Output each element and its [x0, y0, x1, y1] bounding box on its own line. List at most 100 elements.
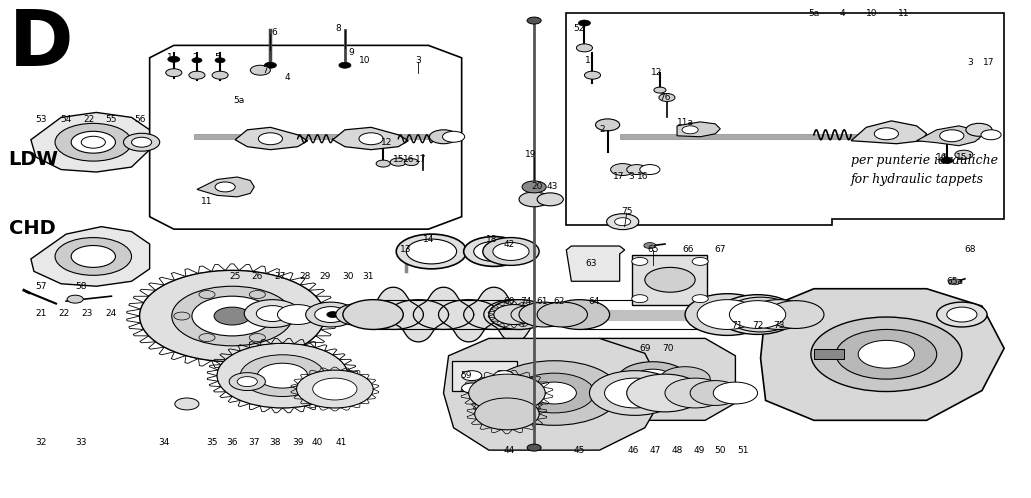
Polygon shape [484, 300, 544, 342]
Circle shape [55, 238, 132, 275]
Circle shape [390, 158, 406, 166]
Polygon shape [852, 121, 927, 144]
Circle shape [174, 312, 190, 320]
Circle shape [71, 131, 115, 153]
FancyBboxPatch shape [813, 349, 844, 359]
Text: 19: 19 [526, 150, 537, 159]
Text: 11a: 11a [676, 118, 694, 127]
Circle shape [277, 305, 318, 325]
FancyBboxPatch shape [452, 361, 517, 390]
Circle shape [139, 270, 325, 362]
Circle shape [199, 334, 215, 342]
Circle shape [259, 133, 282, 145]
Text: 62: 62 [554, 297, 565, 306]
Circle shape [359, 133, 384, 145]
Text: 3: 3 [967, 58, 973, 67]
Text: 5a: 5a [808, 8, 820, 17]
Circle shape [858, 340, 914, 368]
Text: 1: 1 [167, 53, 172, 62]
Circle shape [659, 94, 675, 102]
Circle shape [199, 290, 215, 298]
Text: 10: 10 [359, 56, 371, 65]
Circle shape [297, 370, 373, 408]
Circle shape [590, 371, 680, 415]
Circle shape [462, 383, 481, 393]
Circle shape [729, 301, 786, 329]
Circle shape [244, 300, 301, 328]
Text: 12: 12 [652, 68, 663, 77]
Text: 16: 16 [936, 152, 947, 162]
Circle shape [537, 193, 563, 206]
Circle shape [726, 297, 796, 332]
Circle shape [192, 58, 202, 63]
Text: 65: 65 [647, 245, 659, 253]
Text: 5: 5 [214, 53, 220, 62]
Text: 29: 29 [319, 272, 331, 281]
Circle shape [940, 158, 953, 163]
Circle shape [643, 243, 656, 249]
Circle shape [596, 119, 620, 131]
Text: 8: 8 [335, 23, 340, 32]
Text: 65a: 65a [946, 277, 963, 286]
Circle shape [690, 380, 740, 405]
Circle shape [937, 302, 987, 327]
Circle shape [519, 302, 569, 327]
Circle shape [644, 267, 695, 292]
Circle shape [665, 378, 726, 408]
Circle shape [483, 238, 539, 265]
Text: 56: 56 [134, 116, 145, 124]
Circle shape [632, 295, 647, 303]
Circle shape [240, 355, 325, 396]
Text: 5a: 5a [234, 96, 244, 105]
Text: D: D [8, 5, 73, 82]
Text: 14: 14 [423, 235, 434, 244]
Circle shape [761, 306, 797, 324]
Polygon shape [917, 126, 982, 146]
Text: 26: 26 [252, 272, 263, 281]
Text: 55: 55 [105, 116, 118, 124]
Text: 64: 64 [589, 297, 600, 306]
Circle shape [627, 374, 703, 412]
Circle shape [264, 62, 276, 68]
Text: 38: 38 [270, 438, 281, 447]
Circle shape [442, 131, 465, 142]
Circle shape [404, 159, 419, 165]
Polygon shape [566, 246, 625, 281]
Circle shape [124, 133, 160, 151]
Circle shape [632, 257, 647, 265]
Circle shape [519, 192, 550, 207]
Text: 44: 44 [503, 446, 514, 455]
Text: 48: 48 [671, 446, 683, 455]
Text: 35: 35 [206, 438, 218, 447]
Circle shape [966, 124, 992, 136]
Circle shape [344, 308, 372, 322]
Polygon shape [443, 338, 665, 450]
Text: 6: 6 [271, 28, 277, 37]
Text: 37: 37 [248, 438, 260, 447]
Text: 39: 39 [292, 438, 303, 447]
Text: 74: 74 [521, 297, 532, 306]
Circle shape [713, 382, 758, 404]
Circle shape [514, 373, 595, 413]
Text: 41: 41 [335, 438, 346, 447]
Polygon shape [566, 13, 1004, 225]
Circle shape [522, 181, 546, 193]
Circle shape [343, 300, 403, 330]
Circle shape [258, 363, 307, 388]
Text: 49: 49 [694, 446, 705, 455]
Text: 4: 4 [285, 73, 291, 82]
Text: 61: 61 [536, 297, 547, 306]
Polygon shape [149, 45, 462, 229]
Circle shape [71, 246, 115, 267]
Circle shape [874, 128, 898, 140]
Text: 76: 76 [659, 93, 671, 102]
Circle shape [339, 62, 351, 68]
Circle shape [229, 373, 265, 390]
Text: 18: 18 [486, 235, 498, 244]
Circle shape [606, 214, 639, 230]
Ellipse shape [275, 295, 321, 335]
Circle shape [585, 71, 600, 79]
Circle shape [946, 307, 977, 322]
Text: 67: 67 [714, 245, 726, 253]
Text: 2: 2 [600, 125, 605, 134]
